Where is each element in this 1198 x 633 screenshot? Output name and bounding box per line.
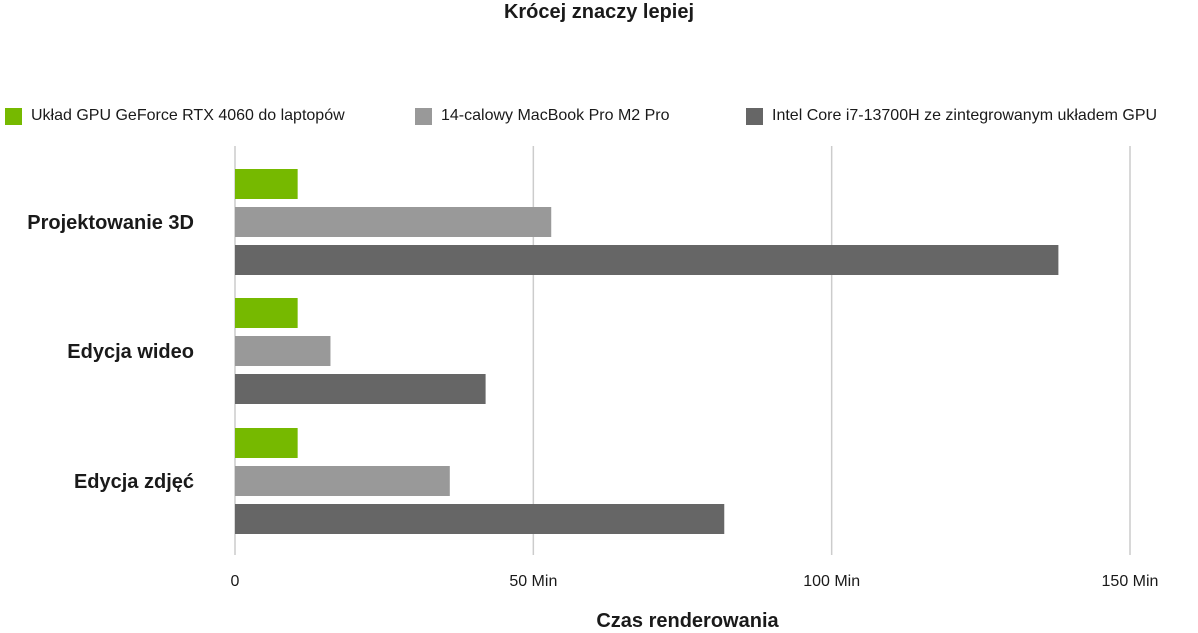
legend-swatch-rtx4060 xyxy=(5,107,22,125)
legend-swatch-macbook xyxy=(415,107,432,125)
bar xyxy=(235,428,298,458)
bar xyxy=(235,374,486,404)
legend-label-rtx4060: Układ GPU GeForce RTX 4060 do laptopów xyxy=(31,107,345,124)
bar xyxy=(235,169,298,199)
bar-chart-plot: 0 50 Min 100 Min 150 Min Projektowanie 3D Edy… xyxy=(27,146,1159,590)
legend-label-intel: Intel Core i7-13700H ze zintegrowanym uk… xyxy=(772,107,1158,124)
category-label: Edycja zdjęć xyxy=(74,471,194,493)
chart-title: Krócej znaczy lepiej xyxy=(503,1,695,23)
category-label: Projektowanie 3D xyxy=(27,212,194,234)
legend: Układ GPU GeForce RTX 4060 do laptopów 1… xyxy=(0,107,1198,129)
legend-swatch-intel xyxy=(746,107,763,125)
bar xyxy=(235,207,552,237)
x-tick-label: 50 Min xyxy=(509,573,557,590)
bar xyxy=(235,298,298,328)
legend-item-intel: Intel Core i7-13700H ze zintegrowanym uk… xyxy=(746,107,1157,125)
x-tick-label: 100 Min xyxy=(803,573,860,590)
bar xyxy=(235,245,1059,275)
x-tick-label: 0 xyxy=(231,573,240,590)
x-axis-title: Czas renderowania xyxy=(596,610,779,632)
bar xyxy=(235,336,331,366)
bar xyxy=(235,466,450,496)
bar xyxy=(235,504,725,534)
x-tick-label: 150 Min xyxy=(1102,573,1159,590)
legend-item-macbook: 14-calowy MacBook Pro M2 Pro xyxy=(415,107,670,125)
legend-label-macbook: 14-calowy MacBook Pro M2 Pro xyxy=(441,107,670,124)
category-label: Edycja wideo xyxy=(67,341,194,363)
legend-item-rtx4060: Układ GPU GeForce RTX 4060 do laptopów xyxy=(5,107,345,125)
